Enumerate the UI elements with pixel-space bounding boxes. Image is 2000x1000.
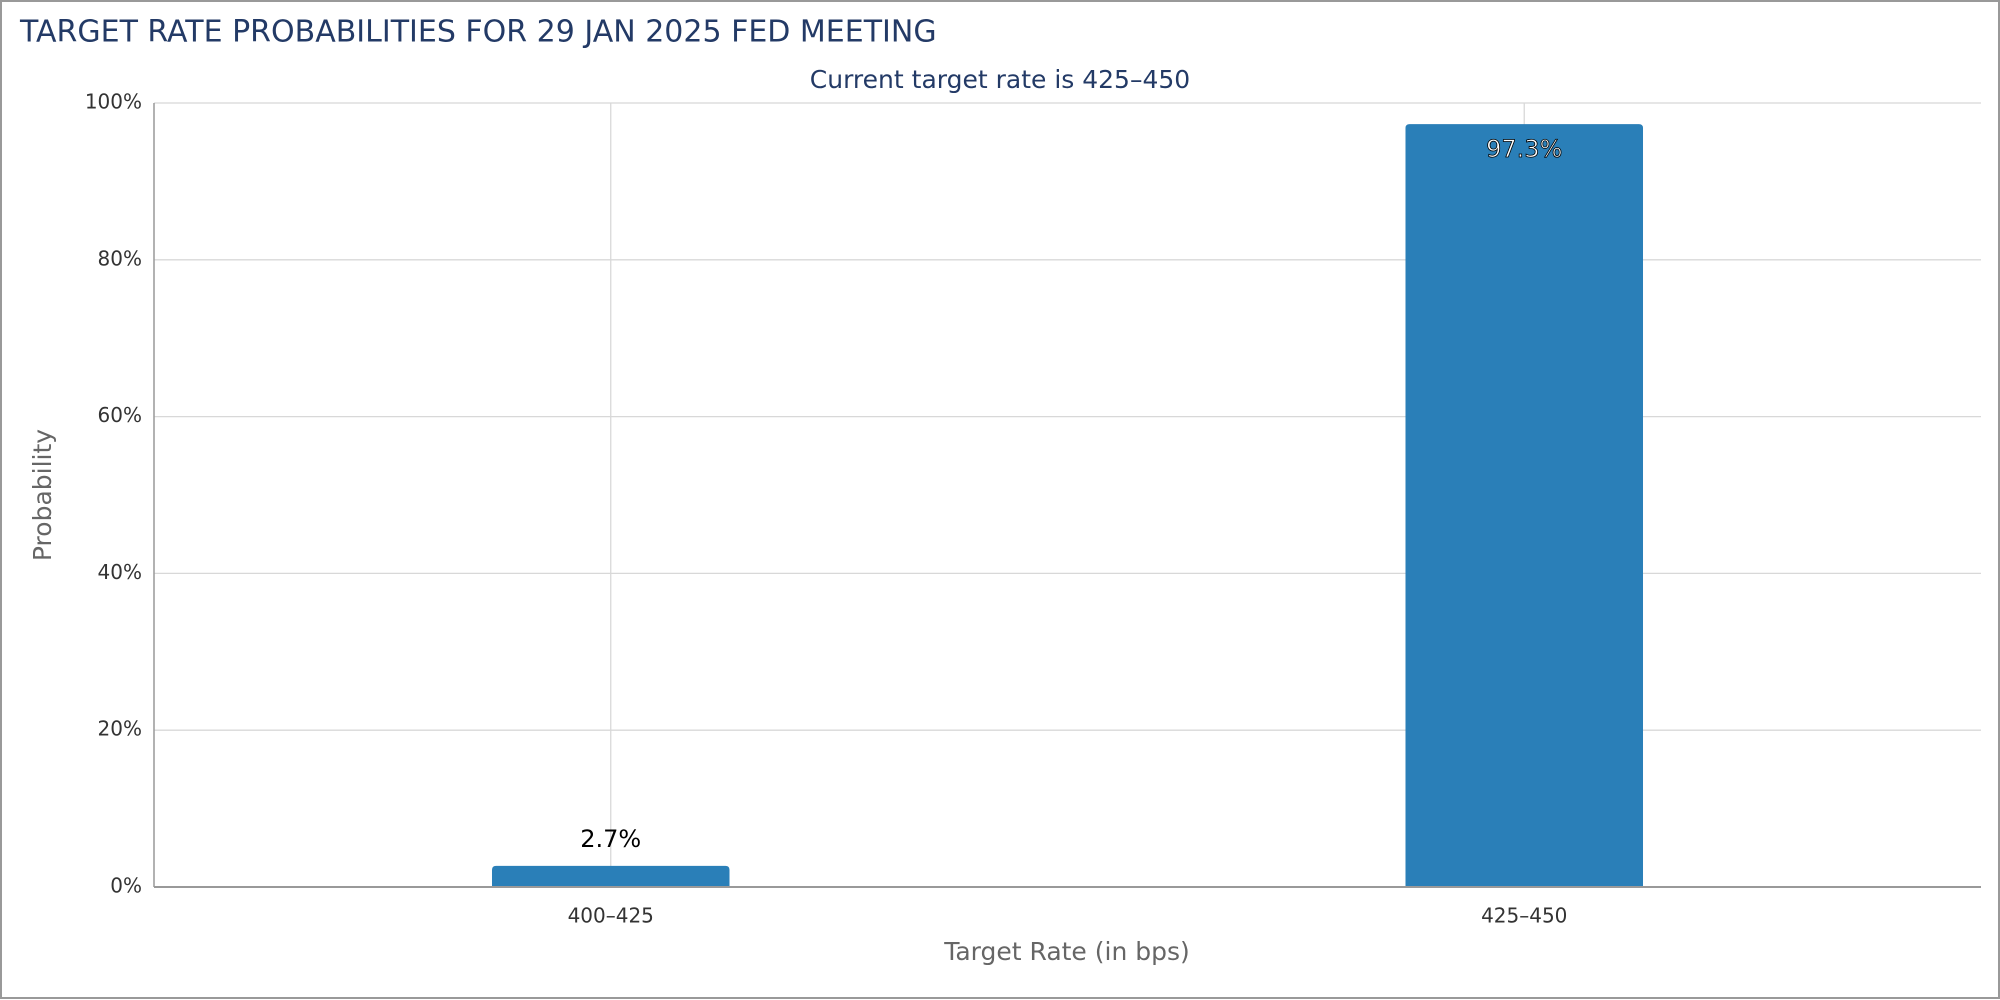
y-tick-label: 0% — [110, 874, 142, 898]
y-axis-title: Probability — [28, 429, 57, 561]
x-axis-title: Target Rate (in bps) — [943, 937, 1190, 966]
chart-title: TARGET RATE PROBABILITIES FOR 29 JAN 202… — [19, 15, 937, 50]
bar — [491, 865, 730, 887]
y-tick-label: 80% — [98, 246, 142, 270]
y-tick-label: 20% — [98, 717, 142, 741]
chart-subtitle: Current target rate is 425–450 — [810, 65, 1190, 94]
y-tick-label: 40% — [98, 560, 142, 584]
data-label: 2.7% — [580, 825, 641, 853]
y-tick-label: 100% — [85, 90, 142, 114]
x-tick-label: 425–450 — [1481, 904, 1567, 928]
x-tick-label: 400–425 — [568, 904, 654, 928]
data-label: 97.3% — [1486, 135, 1562, 163]
bar — [1405, 124, 1644, 888]
y-tick-label: 60% — [98, 403, 142, 427]
